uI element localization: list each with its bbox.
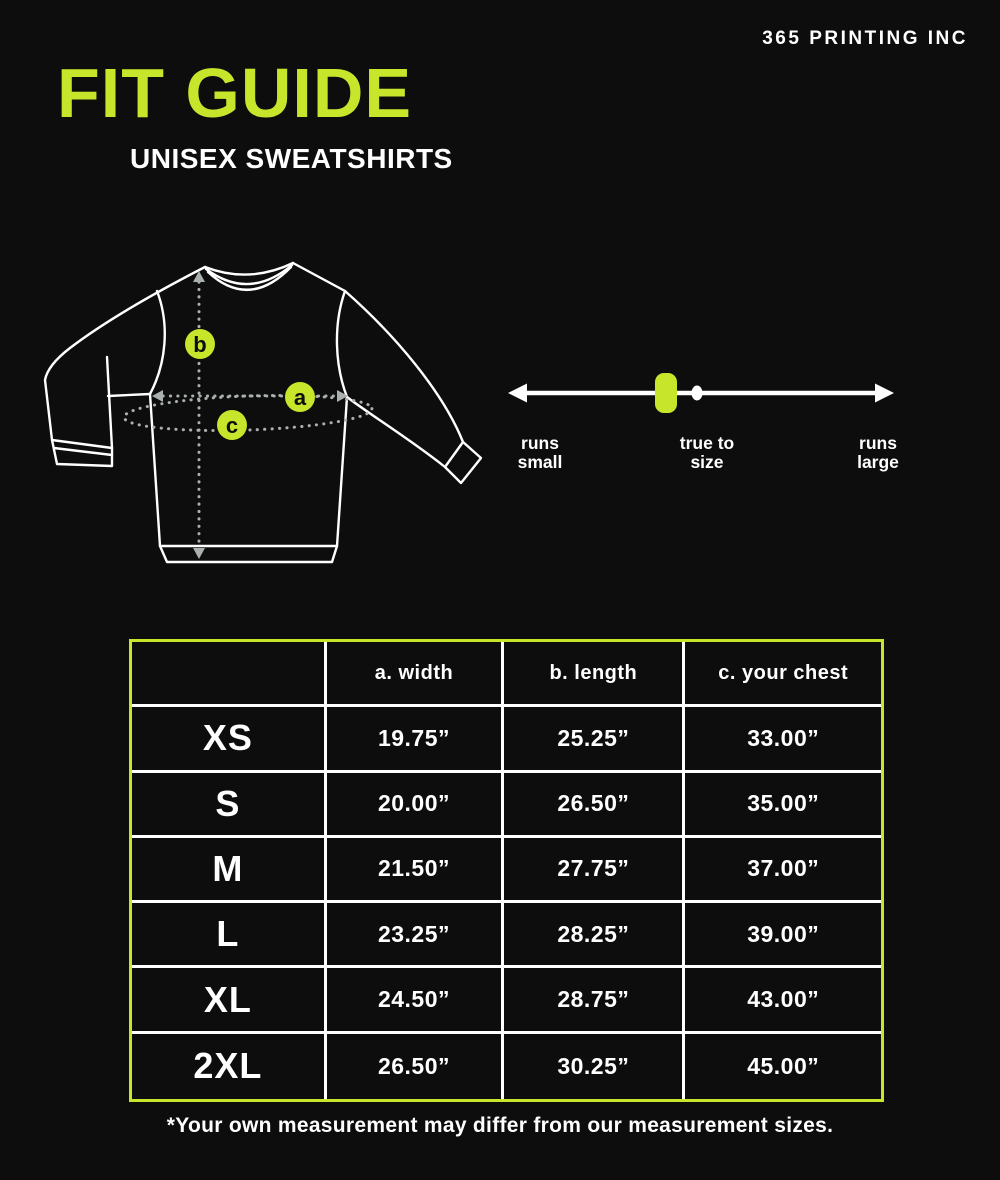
- m-chest: 37.00”: [685, 838, 881, 904]
- xl-length: 28.75”: [504, 968, 686, 1034]
- l-length: 28.25”: [504, 903, 686, 969]
- page-title: FIT GUIDE: [57, 54, 413, 132]
- 2xl-length: 30.25”: [504, 1033, 686, 1099]
- marker-b-label: b: [193, 332, 206, 357]
- xs-length: 25.25”: [504, 707, 686, 773]
- marker-c: c: [217, 410, 247, 440]
- size-label-s: S: [132, 772, 327, 838]
- size-table: a. width b. length c. your chest XS 19.7…: [129, 639, 884, 1102]
- s-length: 26.50”: [504, 772, 686, 838]
- arrow-left-icon: [508, 383, 527, 403]
- s-width: 20.00”: [326, 772, 505, 838]
- 2xl-chest: 45.00”: [747, 1052, 820, 1079]
- l-chest: 39.00”: [685, 903, 881, 969]
- size-label-2xl: 2XL: [132, 1033, 327, 1099]
- s-chest: 35.00”: [685, 773, 881, 838]
- xl-chest: 43.00”: [685, 968, 881, 1034]
- scale-tick-dot: [691, 385, 703, 401]
- arrow-right-icon: [875, 383, 894, 403]
- 2xl-width: 26.50”: [327, 1033, 505, 1099]
- size-table-header-chest: c. your chest: [685, 642, 881, 708]
- size-table-header-length: b. length: [504, 642, 686, 708]
- fit-indicator: [655, 373, 677, 413]
- size-label-l: L: [132, 903, 327, 969]
- chest-ellipse: [122, 393, 374, 433]
- m-length: 27.75”: [504, 837, 686, 904]
- footnote: *Your own measurement may differ from ou…: [166, 1114, 834, 1137]
- l-width: 23.25”: [326, 903, 505, 969]
- fit-scale-arrow: [508, 373, 894, 413]
- xs-width: 19.75”: [326, 707, 505, 773]
- size-table-header-blank: [132, 642, 327, 708]
- marker-b: b: [185, 329, 215, 359]
- size-table-header-width: a. width: [326, 642, 505, 708]
- brand-name: 365 PRINTING INC: [762, 28, 968, 49]
- sweatshirt-outline: [43, 261, 483, 564]
- page-subtitle: UNISEX SWEATSHIRTS: [130, 143, 453, 174]
- scale-label-runs-small: runs small: [517, 433, 563, 472]
- scale-label-runs-large: runs large: [857, 433, 899, 472]
- xs-chest: 33.00”: [685, 707, 881, 773]
- size-label-m: M: [132, 837, 327, 904]
- size-label-xs: XS: [132, 707, 327, 773]
- sweatshirt-diagram: b a c: [43, 261, 483, 564]
- measurement-lines: [122, 271, 374, 559]
- marker-a: a: [285, 382, 315, 412]
- scale-label-true-to-size: true to size: [679, 433, 735, 472]
- m-width: 21.50”: [326, 837, 505, 904]
- marker-c-label: c: [226, 413, 238, 438]
- marker-a-label: a: [294, 385, 307, 410]
- xl-width: 24.50”: [326, 968, 505, 1034]
- size-label-xl: XL: [132, 968, 327, 1034]
